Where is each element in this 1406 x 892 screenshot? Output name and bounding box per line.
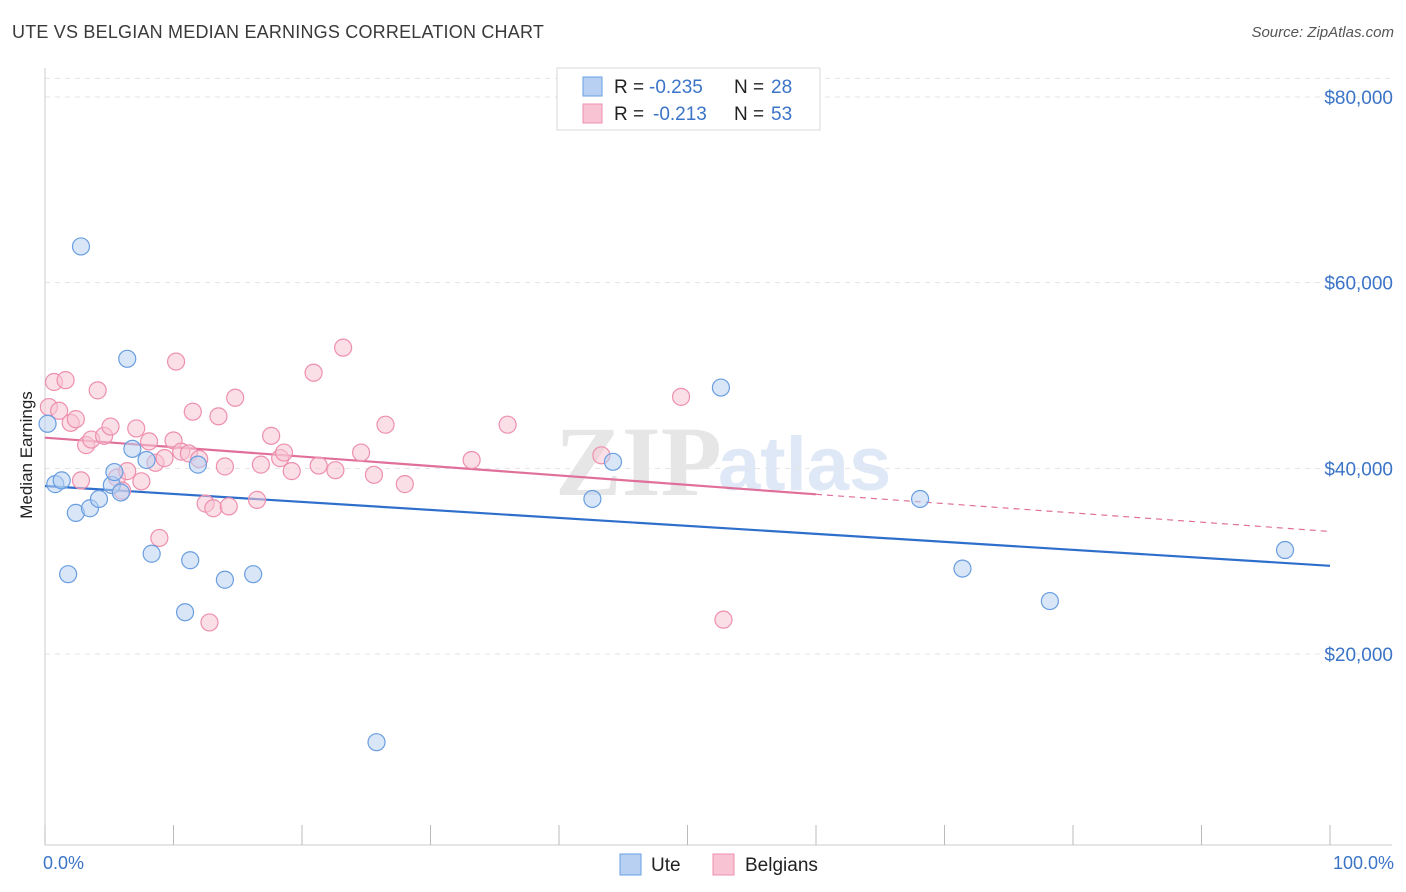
y-tick-label-3: $80,000 <box>1324 88 1393 109</box>
belgians-point-22 <box>166 352 186 371</box>
y-axis-label: Median Earnings <box>17 391 36 519</box>
ute-point-22 <box>603 452 623 471</box>
belgians-point-20 <box>155 449 174 468</box>
source-credit: Source: ZipAtlas.com <box>1251 24 1394 41</box>
y-tick-label-2: $60,000 <box>1324 274 1393 295</box>
y-tick-label-1: $40,000 <box>1324 459 1393 480</box>
belgians-point-29 <box>204 499 223 518</box>
belgians-point-39 <box>282 462 301 481</box>
bottom-legend-swatch-ute <box>619 853 642 876</box>
ute-point-7 <box>89 489 109 509</box>
legend-ute-n-label: N = <box>734 77 764 98</box>
belgians-point-30 <box>209 407 228 426</box>
ute-point-21 <box>583 489 602 509</box>
series-legend: Ute Belgians <box>619 853 818 876</box>
bottom-legend-ute: Ute <box>651 855 681 876</box>
x-tick-max: 100.0% <box>1333 853 1394 873</box>
belgians-points <box>39 338 733 632</box>
belgians-point-6 <box>71 471 91 490</box>
belgians-point-15 <box>127 419 146 438</box>
chart-title: UTE VS BELGIAN MEDIAN EARNINGS CORRELATI… <box>12 22 545 42</box>
ute-point-23 <box>711 378 731 397</box>
belgians-point-47 <box>395 475 414 494</box>
belgians-point-48 <box>462 450 481 470</box>
ute-point-27 <box>1275 540 1295 560</box>
y-tick-label-0: $20,000 <box>1324 645 1393 666</box>
ute-point-16 <box>181 551 200 570</box>
legend-ute-n-value: 28 <box>771 77 792 98</box>
belgians-point-16 <box>132 472 151 491</box>
ute-point-10 <box>111 483 130 502</box>
ute-point-12 <box>123 439 142 458</box>
ute-point-26 <box>1040 591 1059 611</box>
belgians-point-35 <box>251 455 270 474</box>
ute-point-0 <box>38 414 57 433</box>
legend-bel-r-value: -0.213 <box>653 104 707 125</box>
ute-point-20 <box>367 733 386 752</box>
ute-point-18 <box>215 570 234 589</box>
legend-swatch-ute <box>582 76 603 97</box>
ute-point-25 <box>953 559 972 578</box>
ute-point-11 <box>118 349 137 368</box>
belgians-point-2 <box>50 401 69 420</box>
belgians-point-41 <box>309 456 328 475</box>
belgians-point-34 <box>247 490 267 509</box>
legend-bel-n-label: N = <box>734 104 764 125</box>
belgians-point-33 <box>226 388 245 407</box>
y-tick-labels: $20,000 $40,000 $60,000 $80,000 <box>1324 88 1393 666</box>
belgians-point-38 <box>274 443 294 462</box>
belgians-point-3 <box>56 371 75 390</box>
belgians-point-45 <box>364 465 384 484</box>
ute-point-9 <box>105 462 124 482</box>
ute-point-14 <box>142 544 161 563</box>
ute-points <box>38 237 1295 752</box>
belgians-point-19 <box>150 528 169 548</box>
belgians-point-11 <box>101 417 120 436</box>
belgians-point-36 <box>262 426 281 445</box>
legend-swatch-bel <box>582 103 603 124</box>
watermark-zip: ZIP <box>555 406 722 517</box>
belgians-point-28 <box>200 613 219 632</box>
ute-point-3 <box>59 565 78 584</box>
belgians-point-17 <box>139 432 159 451</box>
ute-point-15 <box>175 603 195 622</box>
belgians-point-44 <box>352 443 371 462</box>
ute-point-17 <box>188 455 208 474</box>
bottom-legend-swatch-bel <box>712 853 735 876</box>
belgians-point-5 <box>66 410 85 429</box>
ute-point-13 <box>137 450 156 470</box>
belgians-point-25 <box>183 402 202 421</box>
legend-bel-r-label: R = <box>614 104 644 125</box>
ute-point-2 <box>52 471 71 490</box>
ute-point-24 <box>910 489 930 509</box>
ute-point-19 <box>244 565 263 584</box>
belgians-point-46 <box>376 415 395 434</box>
legend-bel-n-value: 53 <box>771 104 792 125</box>
axes <box>44 68 1392 846</box>
belgians-point-51 <box>671 387 691 406</box>
belgians-point-40 <box>304 363 323 382</box>
belgians-point-42 <box>326 461 345 480</box>
bottom-legend-bel: Belgians <box>745 855 818 876</box>
belgians-point-32 <box>219 497 238 516</box>
legend-ute-r-value: -0.235 <box>649 77 703 98</box>
belgians-point-9 <box>88 381 107 400</box>
correlation-legend: R = -0.235 N = 28 R = -0.213 N = 53 <box>556 67 821 131</box>
belgians-point-49 <box>498 415 517 434</box>
ute-point-5 <box>71 237 91 256</box>
x-tick-min: 0.0% <box>43 853 84 873</box>
belgians-trend-extension <box>815 493 1331 533</box>
belgians-point-52 <box>714 610 733 629</box>
legend-ute-r-label: R = <box>614 77 644 98</box>
belgians-point-31 <box>215 457 234 476</box>
belgians-point-43 <box>334 338 353 357</box>
